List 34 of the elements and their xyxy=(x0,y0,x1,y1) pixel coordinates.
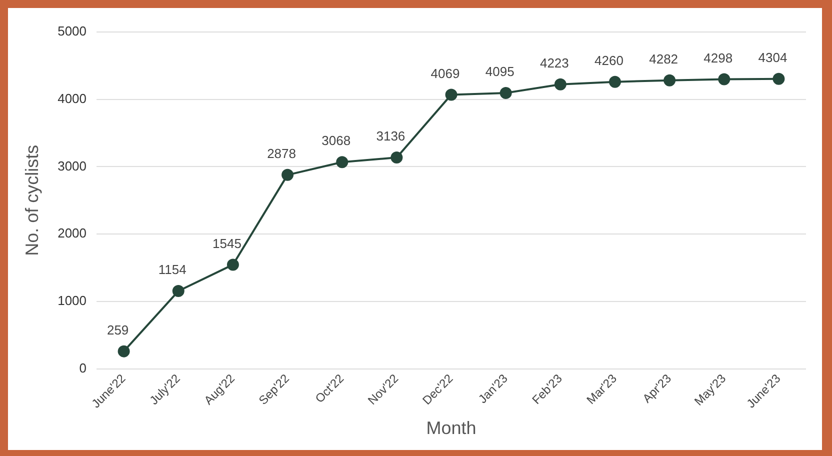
point xyxy=(554,78,566,90)
point xyxy=(172,285,184,298)
data-label: 4304 xyxy=(758,50,788,65)
point xyxy=(608,76,621,88)
y-tick-label: 5000 xyxy=(58,24,87,39)
y-tick-label: 3000 xyxy=(58,158,87,174)
data-label: 1545 xyxy=(212,236,242,251)
y-axis-title: No. of cyclists xyxy=(22,144,42,256)
point xyxy=(282,168,294,181)
data-label: 4282 xyxy=(649,51,678,66)
data-label: 4069 xyxy=(430,66,460,81)
point xyxy=(118,345,130,358)
point xyxy=(336,156,348,168)
y-tick-label: 0 xyxy=(79,360,87,376)
data-label: 2878 xyxy=(267,146,296,161)
data-label: 1154 xyxy=(158,262,186,278)
point xyxy=(226,258,239,271)
y-tick-label: 2000 xyxy=(58,226,87,241)
data-label: 259 xyxy=(106,322,129,338)
point xyxy=(718,73,730,86)
point xyxy=(390,152,403,164)
point xyxy=(772,72,785,85)
data-label: 4298 xyxy=(704,50,733,66)
data-label: 4095 xyxy=(485,64,514,80)
data-label: 4223 xyxy=(540,55,569,70)
x-axis-title: Month xyxy=(426,418,476,438)
y-tick-label: 4000 xyxy=(58,90,87,106)
point xyxy=(500,86,512,99)
data-label: 3136 xyxy=(376,128,406,144)
data-label: 4260 xyxy=(594,52,624,68)
y-tick-label: 1000 xyxy=(58,292,87,308)
point xyxy=(445,88,458,101)
point xyxy=(664,74,676,86)
data-label: 3068 xyxy=(322,133,351,148)
